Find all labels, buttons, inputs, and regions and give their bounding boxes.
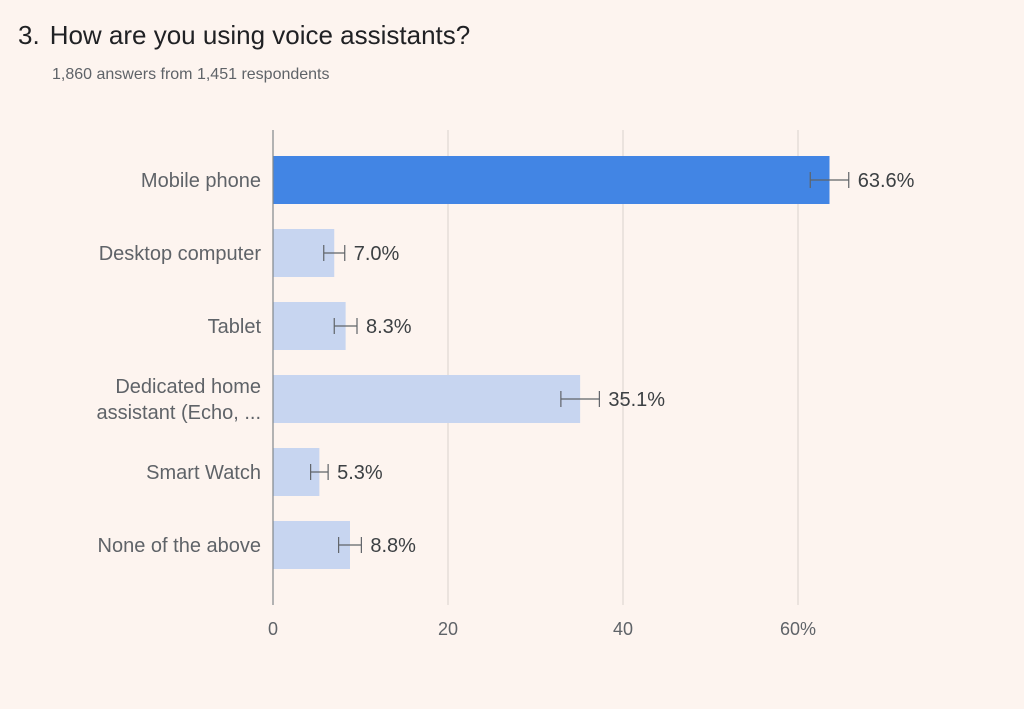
value-label-0: 63.6% — [858, 170, 915, 192]
value-label-5: 8.8% — [370, 535, 416, 557]
category-label-line: Mobile phone — [141, 170, 261, 192]
x-tick-label-3: 60% — [780, 619, 816, 639]
category-label-line: Tablet — [208, 316, 262, 338]
value-label-4: 5.3% — [337, 462, 383, 484]
category-label-line: assistant (Echo, ... — [96, 402, 261, 424]
category-label-line: None of the above — [98, 535, 261, 557]
category-label-0: Mobile phone — [141, 170, 261, 192]
question-text: How are you using voice assistants? — [49, 20, 471, 50]
value-label-2: 8.3% — [366, 316, 412, 338]
question-title: 3. How are you using voice assistants? — [18, 20, 470, 51]
category-label-5: None of the above — [98, 535, 261, 557]
bar-3 — [273, 375, 581, 423]
category-label-line: Desktop computer — [99, 243, 262, 265]
value-label-3: 35.1% — [608, 389, 665, 411]
bar-2 — [273, 302, 346, 350]
x-tick-label-0: 0 — [268, 619, 278, 639]
category-label-4: Smart Watch — [146, 462, 261, 484]
bar-5 — [273, 521, 350, 569]
x-tick-label-1: 20 — [438, 619, 458, 639]
category-label-3: Dedicated home assistant (Echo, ... — [96, 376, 261, 424]
bar-0 — [273, 156, 830, 204]
category-label-2: Tablet — [208, 316, 262, 338]
value-label-1: 7.0% — [354, 243, 400, 265]
x-tick-label-2: 40 — [613, 619, 633, 639]
response-summary: 1,860 answers from 1,451 respondents — [52, 66, 330, 83]
category-label-1: Desktop computer — [99, 243, 262, 265]
category-label-line: Dedicated home — [115, 376, 261, 398]
category-label-line: Smart Watch — [146, 462, 261, 484]
question-number: 3. — [18, 20, 40, 50]
